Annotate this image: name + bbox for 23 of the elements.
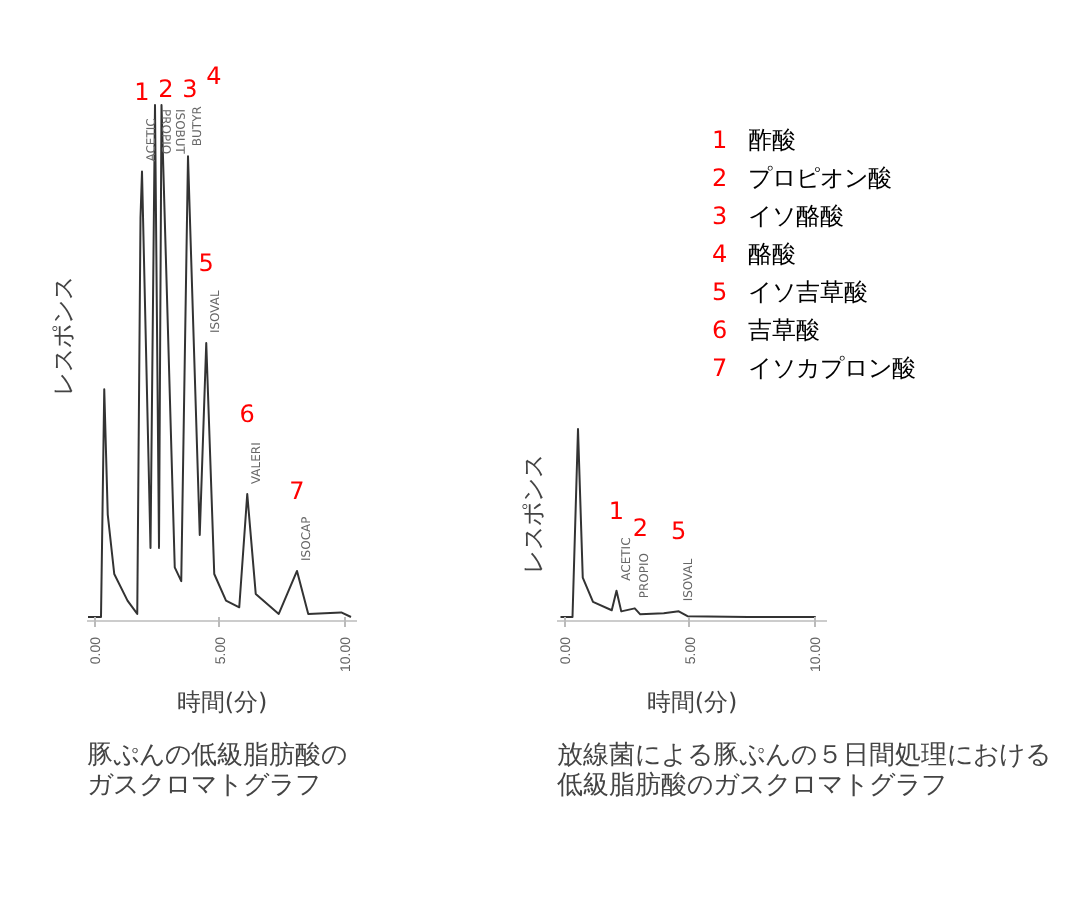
text: 放線菌による豚ぷんの５日間処理における低級脂肪酸のガスクロマトグラフ [557,741,1051,801]
annotation: 6 [239,400,255,429]
annotation: 1 [134,77,150,106]
annotation: 1 [608,496,625,525]
text: 1 酢酸 [712,124,796,158]
text: 4 酪酸 [712,238,796,272]
annotation: 3 [182,75,198,103]
y-axis-title: レスポンス [519,454,547,574]
annotation: 2 [158,75,174,103]
text: 2 プロピオン酸 [712,162,892,196]
annotation: 7 [289,476,305,505]
text: 6 吉草酸 [712,314,820,348]
text: 3 イソ酪酸 [712,200,844,234]
x-axis-title: 時間(分) [176,688,268,717]
annotation: 5 [198,249,214,278]
annotation: 5 [671,517,687,546]
x-axis-title: 時間(分) [646,688,738,717]
text: 5 イソ吉草酸 [712,276,868,310]
text: 7 イソカプロン酸 [712,352,916,386]
annotation: 2 [632,514,649,543]
annotation: 4 [206,62,222,91]
text: 豚ぷんの低級脂肪酸のガスクロマトグラフ [87,741,347,801]
y-axis-title: レスポンス [49,276,77,396]
